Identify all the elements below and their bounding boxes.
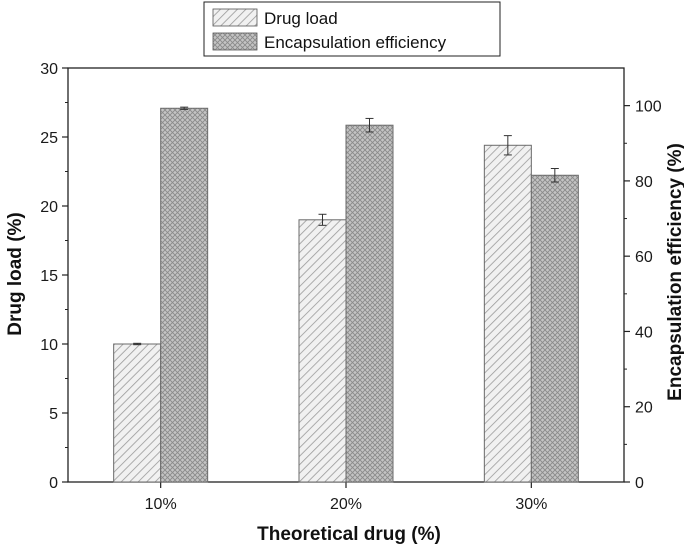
legend: Drug load Encapsulation efficiency xyxy=(203,1,501,57)
y2-tick-label: 20 xyxy=(635,400,653,417)
y-tick-label: 20 xyxy=(40,199,58,216)
y2-tick-label: 60 xyxy=(635,249,653,266)
y-tick-label: 15 xyxy=(40,268,58,285)
x-tick-label: 30% xyxy=(515,496,547,513)
y2-axis-title: Encapsulation efficiency (%) xyxy=(665,143,684,401)
y2-tick-label: 0 xyxy=(635,475,644,492)
legend-swatch-encapsulation-efficiency xyxy=(212,32,258,51)
y2-tick-label: 80 xyxy=(635,174,653,191)
legend-label-encapsulation-efficiency: Encapsulation efficiency xyxy=(264,33,447,52)
bar-encapsulation-efficiency xyxy=(530,174,579,483)
legend-label-drug-load: Drug load xyxy=(264,9,338,28)
y-tick-label: 10 xyxy=(40,337,58,354)
y-axis-title: Drug load (%) xyxy=(5,212,26,336)
y-tick-label: 5 xyxy=(49,406,58,423)
x-axis-title: Theoretical drug (%) xyxy=(257,524,441,545)
y2-tick-label: 40 xyxy=(635,324,653,341)
y-tick-label: 25 xyxy=(40,130,58,147)
bar-drug-load xyxy=(483,144,532,483)
y2-tick-label: 100 xyxy=(635,99,662,116)
x-tick-label: 20% xyxy=(330,496,362,513)
y-tick-label: 30 xyxy=(40,61,58,78)
x-tick-label: 10% xyxy=(145,496,177,513)
bar-encapsulation-efficiency xyxy=(160,107,209,483)
bar-drug-load xyxy=(113,343,162,483)
bar-encapsulation-efficiency xyxy=(345,124,394,483)
bar-drug-load xyxy=(298,219,347,483)
legend-swatch-drug-load xyxy=(212,8,258,27)
plot-bars xyxy=(113,106,579,483)
y-tick-label: 0 xyxy=(49,475,58,492)
